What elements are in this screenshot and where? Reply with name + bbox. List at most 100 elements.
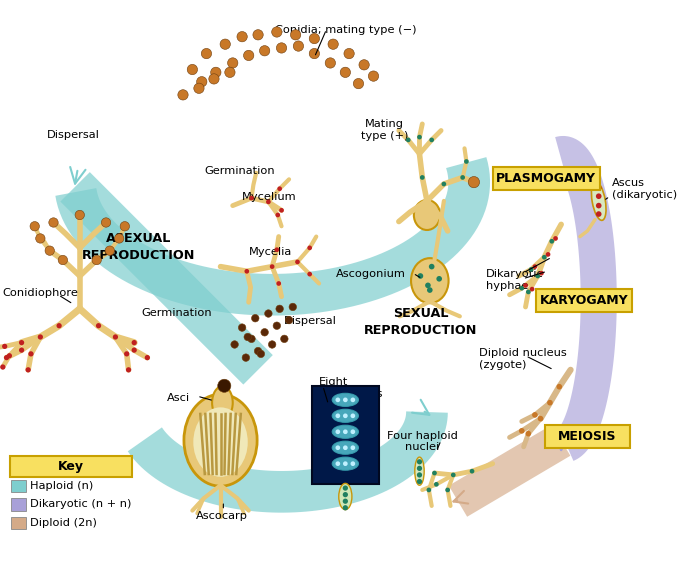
Circle shape (0, 364, 5, 370)
Circle shape (369, 71, 379, 81)
Circle shape (434, 482, 439, 487)
Circle shape (451, 473, 456, 477)
Circle shape (460, 175, 465, 180)
Circle shape (276, 281, 281, 286)
Text: Diploid (2n): Diploid (2n) (30, 518, 97, 528)
Circle shape (275, 212, 280, 217)
Circle shape (49, 218, 58, 227)
Circle shape (343, 462, 347, 466)
Circle shape (265, 310, 272, 317)
Text: Ascus
(dikaryotic): Ascus (dikaryotic) (612, 178, 677, 200)
Circle shape (542, 255, 547, 260)
Circle shape (343, 413, 347, 418)
Circle shape (96, 323, 101, 328)
Text: Key: Key (58, 460, 84, 473)
Text: Dispersal: Dispersal (47, 130, 100, 140)
Circle shape (343, 398, 347, 402)
FancyBboxPatch shape (536, 289, 632, 311)
Circle shape (228, 58, 238, 68)
Circle shape (596, 185, 602, 190)
Circle shape (194, 83, 204, 94)
Circle shape (343, 499, 348, 504)
Circle shape (257, 350, 265, 357)
Circle shape (225, 67, 235, 77)
Circle shape (523, 283, 528, 288)
Circle shape (220, 39, 231, 49)
Circle shape (29, 352, 33, 357)
Circle shape (469, 176, 479, 188)
Circle shape (417, 479, 422, 484)
FancyBboxPatch shape (10, 456, 133, 477)
Circle shape (335, 430, 340, 434)
Ellipse shape (333, 457, 358, 470)
Circle shape (131, 340, 137, 345)
Circle shape (545, 252, 550, 257)
Circle shape (354, 79, 364, 89)
Circle shape (209, 74, 219, 84)
Circle shape (101, 218, 111, 227)
Circle shape (535, 274, 540, 278)
Ellipse shape (333, 441, 358, 455)
Circle shape (556, 384, 562, 389)
Circle shape (126, 367, 131, 372)
Circle shape (420, 175, 424, 180)
Circle shape (359, 60, 369, 70)
Circle shape (429, 264, 435, 269)
Circle shape (239, 324, 246, 331)
Circle shape (520, 286, 524, 290)
Circle shape (350, 430, 355, 434)
Circle shape (307, 272, 312, 276)
Circle shape (120, 222, 129, 231)
Circle shape (58, 255, 67, 265)
Circle shape (519, 428, 524, 434)
Circle shape (350, 462, 355, 466)
Ellipse shape (333, 393, 358, 406)
Circle shape (343, 485, 348, 491)
Circle shape (178, 90, 188, 100)
Circle shape (26, 367, 31, 372)
Circle shape (105, 246, 114, 255)
Ellipse shape (333, 425, 358, 438)
Circle shape (350, 445, 355, 450)
Circle shape (244, 333, 252, 340)
Circle shape (7, 353, 12, 359)
Circle shape (417, 135, 422, 140)
Circle shape (549, 239, 554, 244)
Circle shape (281, 335, 288, 343)
Text: Dikaryotic
hyphae: Dikaryotic hyphae (486, 269, 544, 291)
Text: PLASMOGAMY: PLASMOGAMY (496, 172, 596, 185)
Circle shape (350, 398, 355, 402)
Circle shape (290, 30, 301, 40)
Circle shape (253, 30, 263, 40)
Circle shape (335, 398, 340, 402)
Circle shape (187, 65, 198, 74)
Circle shape (343, 430, 347, 434)
Circle shape (343, 505, 348, 510)
Circle shape (325, 58, 335, 68)
Ellipse shape (193, 407, 248, 477)
Circle shape (279, 208, 284, 212)
Circle shape (426, 488, 431, 492)
Text: Ascocarp: Ascocarp (195, 510, 248, 520)
Text: Haploid (n): Haploid (n) (30, 481, 93, 491)
Circle shape (276, 305, 284, 313)
Circle shape (425, 282, 430, 288)
Circle shape (307, 246, 312, 250)
Circle shape (231, 340, 239, 348)
Circle shape (2, 344, 7, 349)
Text: Four haploid
nuclei: Four haploid nuclei (387, 431, 458, 452)
Text: Ascogonium: Ascogonium (335, 269, 405, 279)
Ellipse shape (592, 182, 606, 221)
Text: Mycelium: Mycelium (242, 192, 296, 202)
Circle shape (445, 488, 450, 492)
Circle shape (295, 260, 300, 264)
Circle shape (211, 67, 221, 77)
Circle shape (273, 322, 281, 329)
Ellipse shape (184, 394, 257, 486)
Circle shape (254, 347, 262, 355)
Circle shape (539, 271, 544, 275)
Text: SEXUAL
REPRODUCTION: SEXUAL REPRODUCTION (364, 307, 477, 337)
Circle shape (427, 288, 432, 293)
Circle shape (114, 234, 124, 243)
Circle shape (269, 340, 276, 348)
